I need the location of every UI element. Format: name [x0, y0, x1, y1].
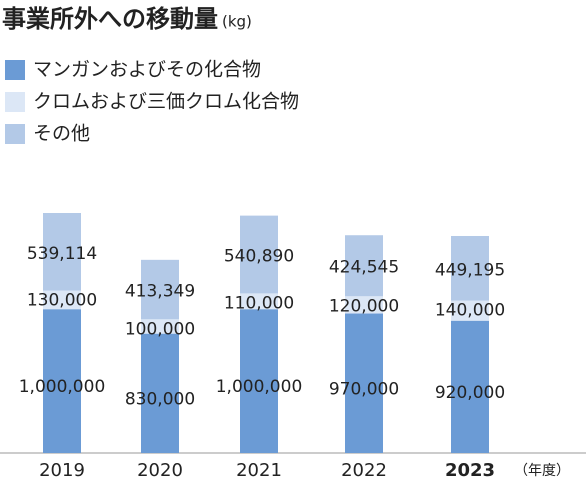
- value-label: 424,545: [329, 258, 399, 278]
- x-tick-label: 2023: [445, 460, 495, 481]
- value-label: 920,000: [435, 383, 505, 403]
- value-label: 449,195: [435, 260, 505, 280]
- value-label: 1,000,000: [19, 377, 106, 397]
- bar-segment: [43, 213, 81, 291]
- value-label: 100,000: [125, 319, 195, 339]
- x-axis-label: （年度）: [514, 463, 570, 479]
- bar-segment: [451, 235, 489, 301]
- x-tick-label: 2021: [236, 460, 282, 481]
- legend-swatch: [5, 60, 25, 80]
- bar-segment: [345, 235, 383, 297]
- value-label: 140,000: [435, 301, 505, 321]
- legend-swatch: [5, 92, 25, 112]
- chart-title: 事業所外への移動量: [2, 5, 218, 33]
- bar-segment: [240, 309, 278, 453]
- value-label: 540,890: [224, 247, 294, 267]
- value-label: 413,349: [125, 282, 195, 302]
- value-label: 970,000: [329, 379, 399, 399]
- bar-segment: [451, 320, 489, 453]
- bar-segment: [240, 215, 278, 294]
- bar-segment: [43, 309, 81, 453]
- legend-swatch: [5, 124, 25, 144]
- x-tick-label: 2019: [39, 460, 85, 481]
- value-label: 1,000,000: [216, 377, 303, 397]
- bar-segment: [141, 259, 179, 320]
- value-label: 130,000: [27, 291, 97, 311]
- x-tick-label: 2020: [137, 460, 183, 481]
- value-label: 830,000: [125, 389, 195, 409]
- bar-segment: [141, 333, 179, 453]
- bar-segment: [345, 313, 383, 453]
- bar-segment: [240, 293, 278, 310]
- value-label: 110,000: [224, 293, 294, 313]
- legend-label: その他: [33, 123, 90, 145]
- legend-label: クロムおよび三価クロム化合物: [33, 91, 299, 113]
- bar-segment: [451, 300, 489, 321]
- x-tick-label: 2022: [341, 460, 387, 481]
- bar-segment: [141, 319, 179, 334]
- legend-label: マンガンおよびその化合物: [33, 59, 261, 81]
- value-label: 539,114: [27, 244, 97, 264]
- bar-segment: [43, 290, 81, 310]
- unit-label: (kg): [222, 13, 252, 31]
- value-label: 120,000: [329, 296, 399, 316]
- bar-segment: [345, 296, 383, 314]
